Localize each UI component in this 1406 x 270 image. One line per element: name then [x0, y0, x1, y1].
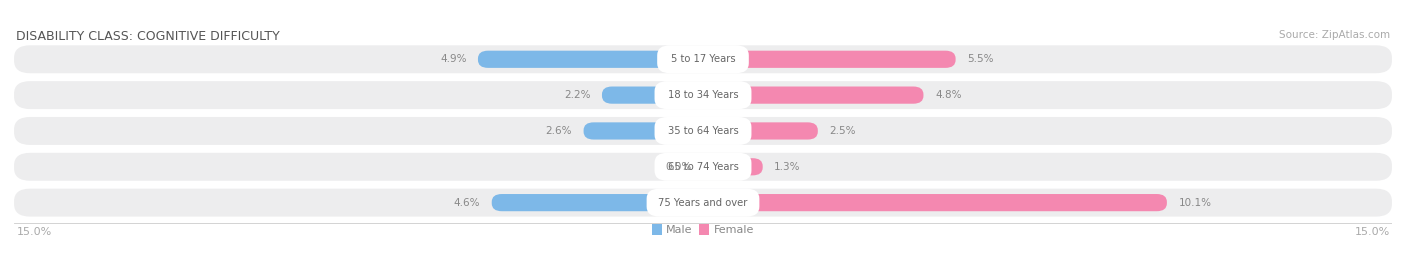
- Text: 2.2%: 2.2%: [564, 90, 591, 100]
- Text: 10.1%: 10.1%: [1178, 198, 1212, 208]
- FancyBboxPatch shape: [703, 51, 956, 68]
- Legend: Male, Female: Male, Female: [647, 220, 759, 240]
- FancyBboxPatch shape: [703, 158, 762, 176]
- Text: 2.5%: 2.5%: [830, 126, 856, 136]
- FancyBboxPatch shape: [14, 153, 1392, 181]
- Text: 65 to 74 Years: 65 to 74 Years: [668, 162, 738, 172]
- Text: 4.8%: 4.8%: [935, 90, 962, 100]
- FancyBboxPatch shape: [14, 117, 1392, 145]
- Text: 35 to 64 Years: 35 to 64 Years: [668, 126, 738, 136]
- Text: 1.3%: 1.3%: [775, 162, 800, 172]
- Text: 2.6%: 2.6%: [546, 126, 572, 136]
- FancyBboxPatch shape: [657, 45, 749, 73]
- FancyBboxPatch shape: [703, 122, 818, 140]
- Text: 18 to 34 Years: 18 to 34 Years: [668, 90, 738, 100]
- FancyBboxPatch shape: [583, 122, 703, 140]
- Text: 4.6%: 4.6%: [454, 198, 481, 208]
- FancyBboxPatch shape: [647, 189, 759, 217]
- Text: Source: ZipAtlas.com: Source: ZipAtlas.com: [1278, 30, 1389, 40]
- FancyBboxPatch shape: [703, 194, 1167, 211]
- Text: 15.0%: 15.0%: [17, 227, 52, 237]
- FancyBboxPatch shape: [602, 86, 703, 104]
- Text: 0.0%: 0.0%: [665, 162, 692, 172]
- Text: 5 to 17 Years: 5 to 17 Years: [671, 54, 735, 64]
- FancyBboxPatch shape: [478, 51, 703, 68]
- Text: 75 Years and over: 75 Years and over: [658, 198, 748, 208]
- Text: 5.5%: 5.5%: [967, 54, 994, 64]
- FancyBboxPatch shape: [14, 45, 1392, 73]
- FancyBboxPatch shape: [703, 86, 924, 104]
- FancyBboxPatch shape: [655, 81, 751, 109]
- FancyBboxPatch shape: [655, 153, 751, 181]
- FancyBboxPatch shape: [14, 81, 1392, 109]
- FancyBboxPatch shape: [14, 189, 1392, 217]
- Text: DISABILITY CLASS: COGNITIVE DIFFICULTY: DISABILITY CLASS: COGNITIVE DIFFICULTY: [17, 30, 280, 43]
- Text: 15.0%: 15.0%: [1354, 227, 1389, 237]
- FancyBboxPatch shape: [492, 194, 703, 211]
- FancyBboxPatch shape: [655, 117, 751, 145]
- Text: 4.9%: 4.9%: [440, 54, 467, 64]
